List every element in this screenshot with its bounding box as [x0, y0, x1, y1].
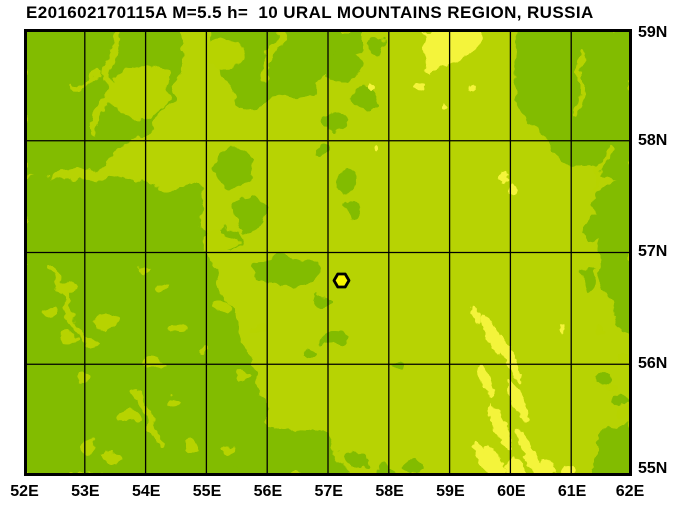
lon-axis-label: 54E	[131, 483, 161, 500]
map-title: E201602170115A M=5.5 h= 10 URAL MOUNTAIN…	[26, 3, 594, 22]
lon-axis-label: 53E	[71, 483, 100, 500]
terrain-high-patches	[422, 29, 482, 79]
lon-axis-label: 60E	[497, 483, 526, 500]
lon-axis-label: 57E	[314, 483, 343, 500]
lon-axis-label: 58E	[375, 483, 404, 500]
map-canvas	[24, 29, 632, 476]
lon-axis-label: 62E	[615, 483, 645, 500]
lon-axis-label: 61E	[557, 483, 587, 500]
lat-axis-label: 57N	[638, 243, 668, 260]
lat-axis-label: 55N	[638, 460, 668, 477]
lat-axis-label: 58N	[638, 132, 668, 149]
lon-axis-label: 55E	[192, 483, 222, 500]
map-border	[24, 29, 632, 476]
event-marker[interactable]	[332, 272, 351, 289]
lon-axis-label: 59E	[436, 483, 465, 500]
lon-axis-label: 52E	[10, 483, 39, 500]
grid-lines	[24, 29, 632, 476]
terrain-mid-clearings	[42, 40, 632, 463]
lat-axis-label: 56N	[638, 355, 668, 372]
lat-axis-label: 59N	[638, 24, 668, 41]
lon-axis-label: 56E	[253, 483, 283, 500]
